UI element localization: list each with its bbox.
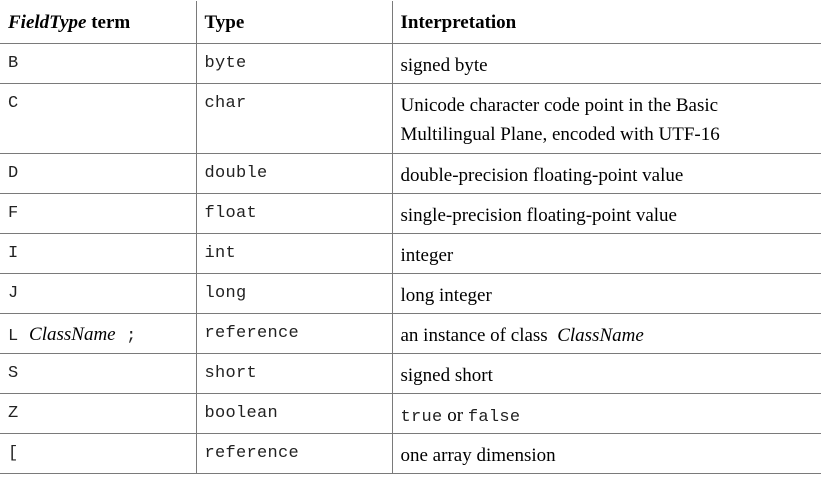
header-fieldtype-term: FieldType term <box>0 1 197 44</box>
term-classname: ClassName <box>29 323 116 345</box>
table-row: L ClassName ; reference an instance of c… <box>0 312 821 354</box>
term-cell: C <box>0 82 197 154</box>
type-cell: double <box>195 152 393 194</box>
type-cell: reference <box>195 432 393 474</box>
interp-or: or <box>447 404 464 426</box>
interpretation-cell: true or false <box>391 392 821 434</box>
table-row: Z boolean true or false <box>0 392 821 434</box>
term-cell: L ClassName ; <box>0 312 197 354</box>
type-cell: boolean <box>195 392 393 434</box>
term-cell: B <box>0 42 197 84</box>
interpretation-cell: an instance of class ClassName <box>391 312 821 354</box>
table-row: I int integer <box>0 232 821 274</box>
interpretation-cell: single-precision floating-point value <box>391 192 821 234</box>
table-row: J long long integer <box>0 272 821 314</box>
interp-code-false: false <box>467 407 521 427</box>
term-cell: I <box>0 232 197 274</box>
table-row: B byte signed byte <box>0 42 821 84</box>
term-prefix: L <box>8 326 19 346</box>
interp-code-true: true <box>400 407 443 427</box>
table-row: F float single-precision floating-point … <box>0 192 821 234</box>
interpretation-cell: one array dimension <box>391 432 821 474</box>
interpretation-cell: integer <box>391 232 821 274</box>
header-interpretation: Interpretation <box>391 1 821 44</box>
table-row: S short signed short <box>0 352 821 394</box>
term-cell: F <box>0 192 197 234</box>
interp-prefix: an instance of class <box>400 324 548 346</box>
table-header-row: FieldType term Type Interpretation <box>0 1 821 44</box>
type-cell: float <box>195 192 393 234</box>
type-cell: reference <box>195 312 393 354</box>
term-cell: S <box>0 352 197 394</box>
table-row: D double double-precision floating-point… <box>0 152 821 194</box>
type-cell: byte <box>195 42 393 84</box>
header-fieldtype-italic: FieldType <box>8 12 87 33</box>
term-cell: J <box>0 272 197 314</box>
type-cell: char <box>195 82 393 154</box>
type-cell: int <box>195 232 393 274</box>
term-cell: Z <box>0 392 197 434</box>
term-cell: [ <box>0 432 197 474</box>
type-cell: long <box>195 272 393 314</box>
interpretation-cell: signed byte <box>391 42 821 84</box>
term-suffix: ; <box>126 326 137 346</box>
header-fieldtype-rest: term <box>86 12 131 33</box>
table-row: [ reference one array dimension <box>0 432 821 474</box>
interpretation-cell: long integer <box>391 272 821 314</box>
interpretation-cell: signed short <box>391 352 821 394</box>
interpretation-cell: Unicode character code point in the Basi… <box>391 82 821 154</box>
interp-classname: ClassName <box>557 324 644 346</box>
interpretation-cell: double-precision floating-point value <box>391 152 821 194</box>
term-cell: D <box>0 152 197 194</box>
table-row: C char Unicode character code point in t… <box>0 82 821 154</box>
type-cell: short <box>195 352 393 394</box>
header-type: Type <box>195 1 393 44</box>
